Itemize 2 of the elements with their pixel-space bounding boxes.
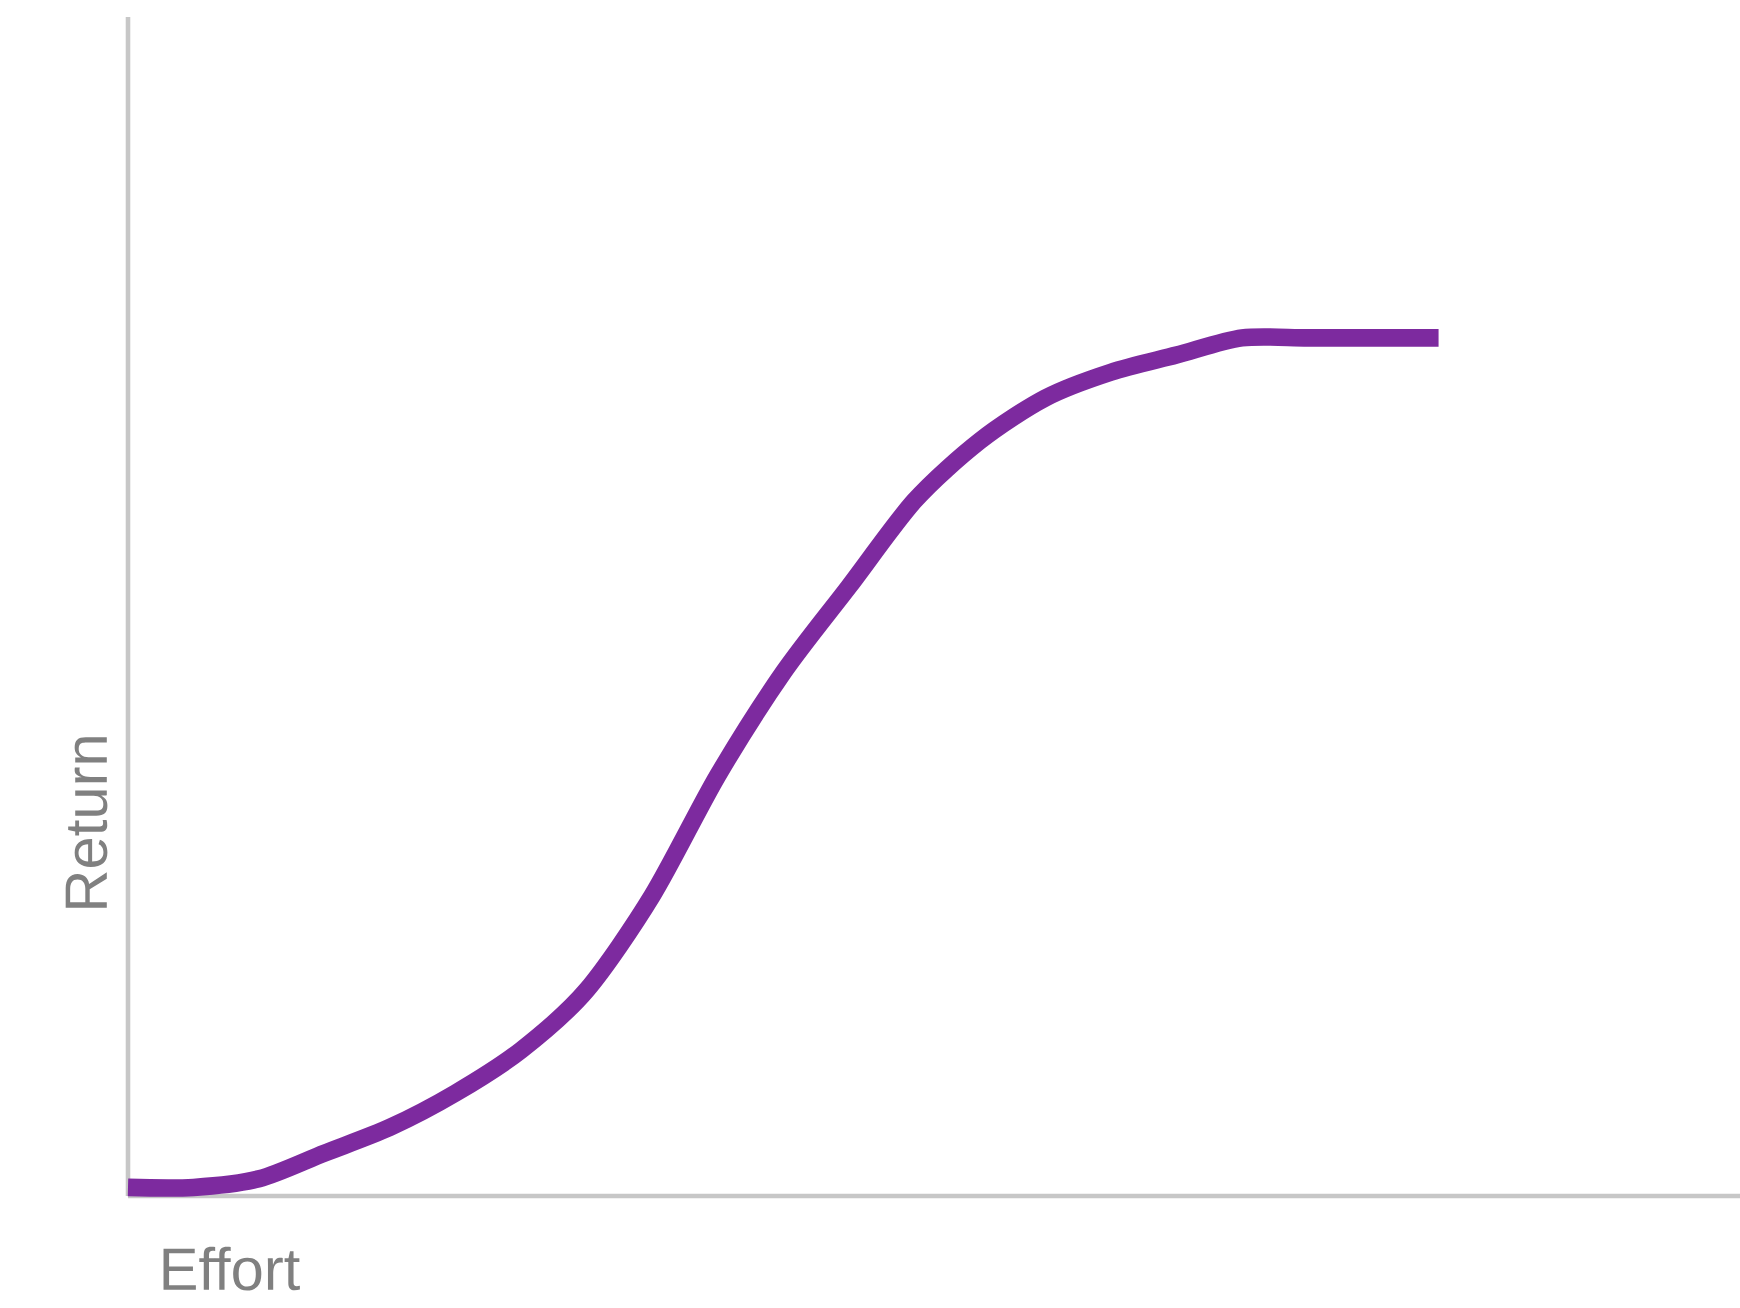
x-axis-title: Effort (163, 1246, 300, 1291)
y-axis-title: Return (65, 737, 108, 908)
